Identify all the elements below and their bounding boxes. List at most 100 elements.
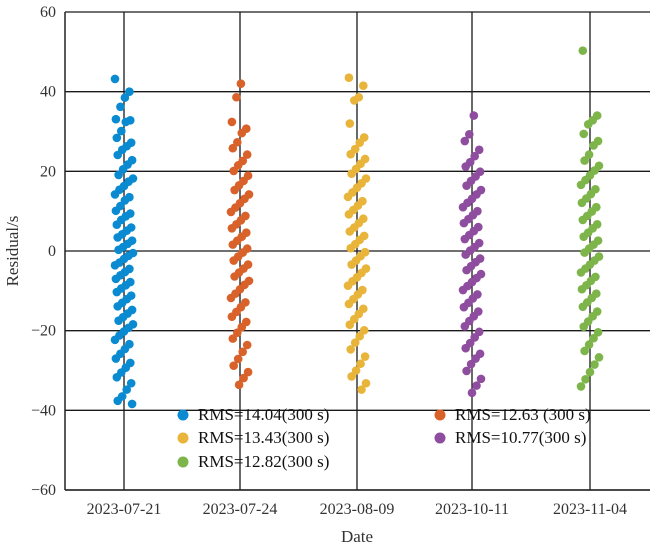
data-point: [111, 114, 121, 124]
data-point: [350, 338, 360, 347]
data-point: [594, 353, 604, 362]
data-point: [458, 202, 468, 212]
legend-marker: [177, 432, 189, 444]
data-point: [460, 234, 470, 244]
data-point: [467, 388, 477, 398]
data-point: [227, 312, 237, 322]
legend-marker: [434, 409, 446, 421]
data-point: [583, 120, 593, 129]
data-point: [356, 359, 365, 369]
legend-label: RMS=12.82(300 s): [198, 452, 329, 471]
data-point: [578, 215, 588, 225]
data-point: [462, 181, 471, 190]
y-tick-label: 60: [40, 4, 56, 21]
data-point: [116, 102, 125, 112]
data-points: [110, 46, 604, 409]
data-point: [226, 293, 236, 303]
x-tick-label: 2023-10-11: [435, 501, 509, 518]
data-point: [229, 166, 238, 176]
data-point: [593, 327, 603, 337]
data-point: [460, 321, 470, 331]
data-point: [236, 79, 246, 88]
data-point: [237, 128, 247, 138]
data-point: [230, 185, 239, 195]
data-point: [233, 354, 243, 364]
data-point: [580, 156, 589, 165]
data-point: [229, 256, 238, 265]
data-point: [110, 74, 120, 84]
x-axis-title: Date: [341, 527, 373, 546]
data-point: [113, 396, 122, 406]
data-point: [347, 372, 356, 381]
data-point: [355, 138, 365, 147]
data-point: [347, 169, 356, 179]
data-point: [345, 119, 355, 128]
data-point: [112, 287, 122, 297]
data-point: [233, 328, 242, 337]
data-point: [355, 331, 365, 341]
legend: RMS=14.04(300 s) RMS=12.63 (300 s) RMS=13.…: [177, 405, 591, 471]
data-point: [117, 126, 126, 136]
data-point: [112, 372, 122, 382]
data-point: [229, 361, 238, 371]
data-point: [343, 281, 353, 290]
data-point: [233, 137, 242, 147]
data-point: [576, 268, 586, 277]
data-point: [112, 220, 122, 230]
data-point: [113, 233, 122, 242]
data-point: [576, 180, 586, 190]
data-point: [228, 143, 238, 153]
data-point: [462, 265, 471, 275]
data-point: [359, 81, 368, 90]
data-point: [576, 382, 586, 391]
data-point: [579, 129, 588, 139]
data-point: [472, 381, 481, 390]
data-point: [459, 302, 469, 312]
legend-label: RMS=10.77(300 s): [455, 428, 586, 447]
data-point: [458, 285, 468, 295]
y-axis-title: Residual/s: [3, 216, 22, 287]
data-point: [461, 250, 471, 259]
data-point: [344, 299, 354, 309]
x-tick-label: 2023-07-24: [203, 501, 278, 518]
data-point: [579, 232, 588, 241]
legend-marker: [177, 456, 189, 468]
data-point: [239, 373, 248, 383]
data-point: [462, 366, 471, 376]
data-point: [580, 346, 589, 356]
data-point: [346, 345, 356, 354]
data-point: [360, 352, 370, 361]
data-point: [111, 274, 121, 284]
data-point: [578, 46, 588, 55]
data-point: [584, 150, 594, 159]
data-point: [347, 260, 356, 269]
y-tick-label: 0: [48, 243, 56, 260]
y-tick-label: −60: [31, 482, 56, 499]
data-point: [113, 150, 122, 160]
data-point: [114, 316, 123, 326]
x-tick-label: 2023-11-04: [553, 501, 627, 518]
data-point: [242, 150, 252, 159]
data-point: [357, 385, 366, 394]
data-point: [126, 378, 136, 388]
data-point: [114, 245, 123, 255]
data-point: [346, 243, 356, 253]
data-point: [466, 359, 476, 369]
y-tick-label: −20: [31, 323, 56, 340]
data-point: [350, 96, 359, 105]
data-point: [460, 136, 470, 146]
data-point: [122, 385, 131, 394]
data-point: [590, 360, 599, 369]
data-point: [345, 227, 355, 236]
data-point: [577, 284, 587, 294]
data-point: [127, 399, 137, 409]
data-point: [111, 206, 121, 216]
data-point: [351, 366, 361, 375]
data-point: [227, 117, 237, 127]
data-point: [361, 378, 371, 388]
data-point: [465, 129, 474, 139]
legend-marker: [177, 409, 189, 421]
x-tick-labels: 2023-07-21 2023-07-24 2023-08-09 2023-10-11…: [87, 501, 627, 518]
data-point: [112, 133, 122, 143]
